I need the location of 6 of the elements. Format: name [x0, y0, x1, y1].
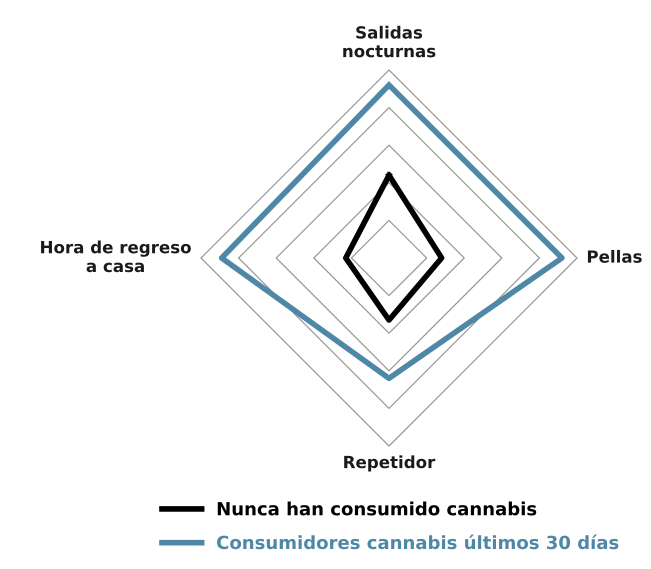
spoke-label: Salidas nocturnas: [343, 26, 436, 58]
legend-label: Consumidores cannabis últimos 30 días: [217, 534, 618, 550]
spoke-label: Pellas: [588, 250, 642, 263]
legend-label: Nunca han consumido cannabis: [218, 502, 536, 516]
spoke-label: Repetidor: [344, 455, 436, 472]
spoke-label: Hora de regreso a casa: [41, 240, 191, 272]
